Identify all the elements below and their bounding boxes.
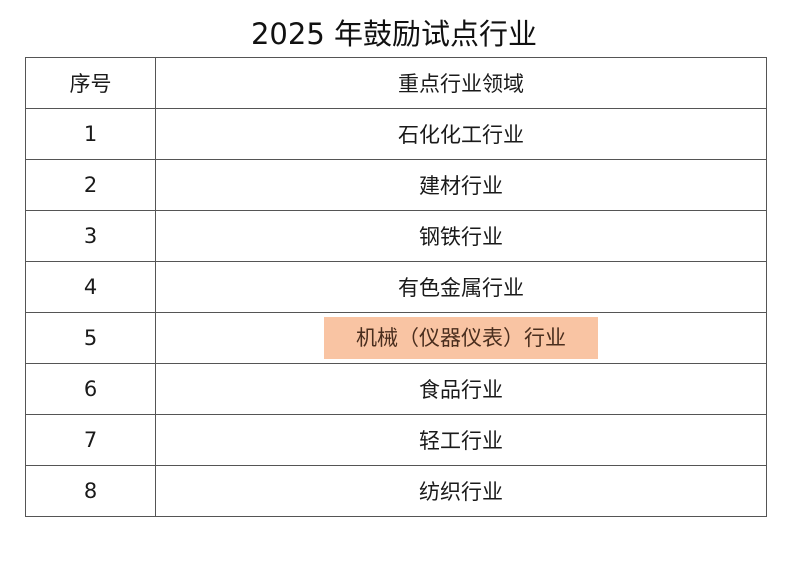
row-field: 轻工行业 <box>155 414 767 466</box>
highlighted-field: 机械（仪器仪表）行业 <box>324 317 598 359</box>
row-field: 机械（仪器仪表）行业 <box>155 312 767 364</box>
row-number: 6 <box>25 363 156 415</box>
row-field: 有色金属行业 <box>155 261 767 313</box>
row-number: 8 <box>25 465 156 517</box>
table-row: 6 食品行业 <box>25 363 767 415</box>
table-row: 4 有色金属行业 <box>25 261 767 313</box>
row-number: 4 <box>25 261 156 313</box>
header-field: 重点行业领域 <box>155 57 767 109</box>
row-field: 食品行业 <box>155 363 767 415</box>
page-title: 2025 年鼓励试点行业 <box>250 17 538 51</box>
row-number: 1 <box>25 108 156 160</box>
table-header-row: 序号 重点行业领域 <box>25 57 767 109</box>
table-row: 8 纺织行业 <box>25 465 767 517</box>
table-row: 7 轻工行业 <box>25 414 767 466</box>
row-field: 纺织行业 <box>155 465 767 517</box>
table-row: 3 钢铁行业 <box>25 210 767 262</box>
industry-table: 序号 重点行业领域 1 石化化工行业 2 建材行业 3 钢铁行业 4 有色金属行… <box>25 57 767 517</box>
table-row: 2 建材行业 <box>25 159 767 211</box>
row-number: 7 <box>25 414 156 466</box>
row-field: 建材行业 <box>155 159 767 211</box>
table-row: 1 石化化工行业 <box>25 108 767 160</box>
row-field: 钢铁行业 <box>155 210 767 262</box>
row-number: 2 <box>25 159 156 211</box>
row-field: 石化化工行业 <box>155 108 767 160</box>
header-number: 序号 <box>25 57 156 109</box>
row-number: 5 <box>25 312 156 364</box>
row-number: 3 <box>25 210 156 262</box>
table-row-highlighted: 5 机械（仪器仪表）行业 <box>25 312 767 364</box>
